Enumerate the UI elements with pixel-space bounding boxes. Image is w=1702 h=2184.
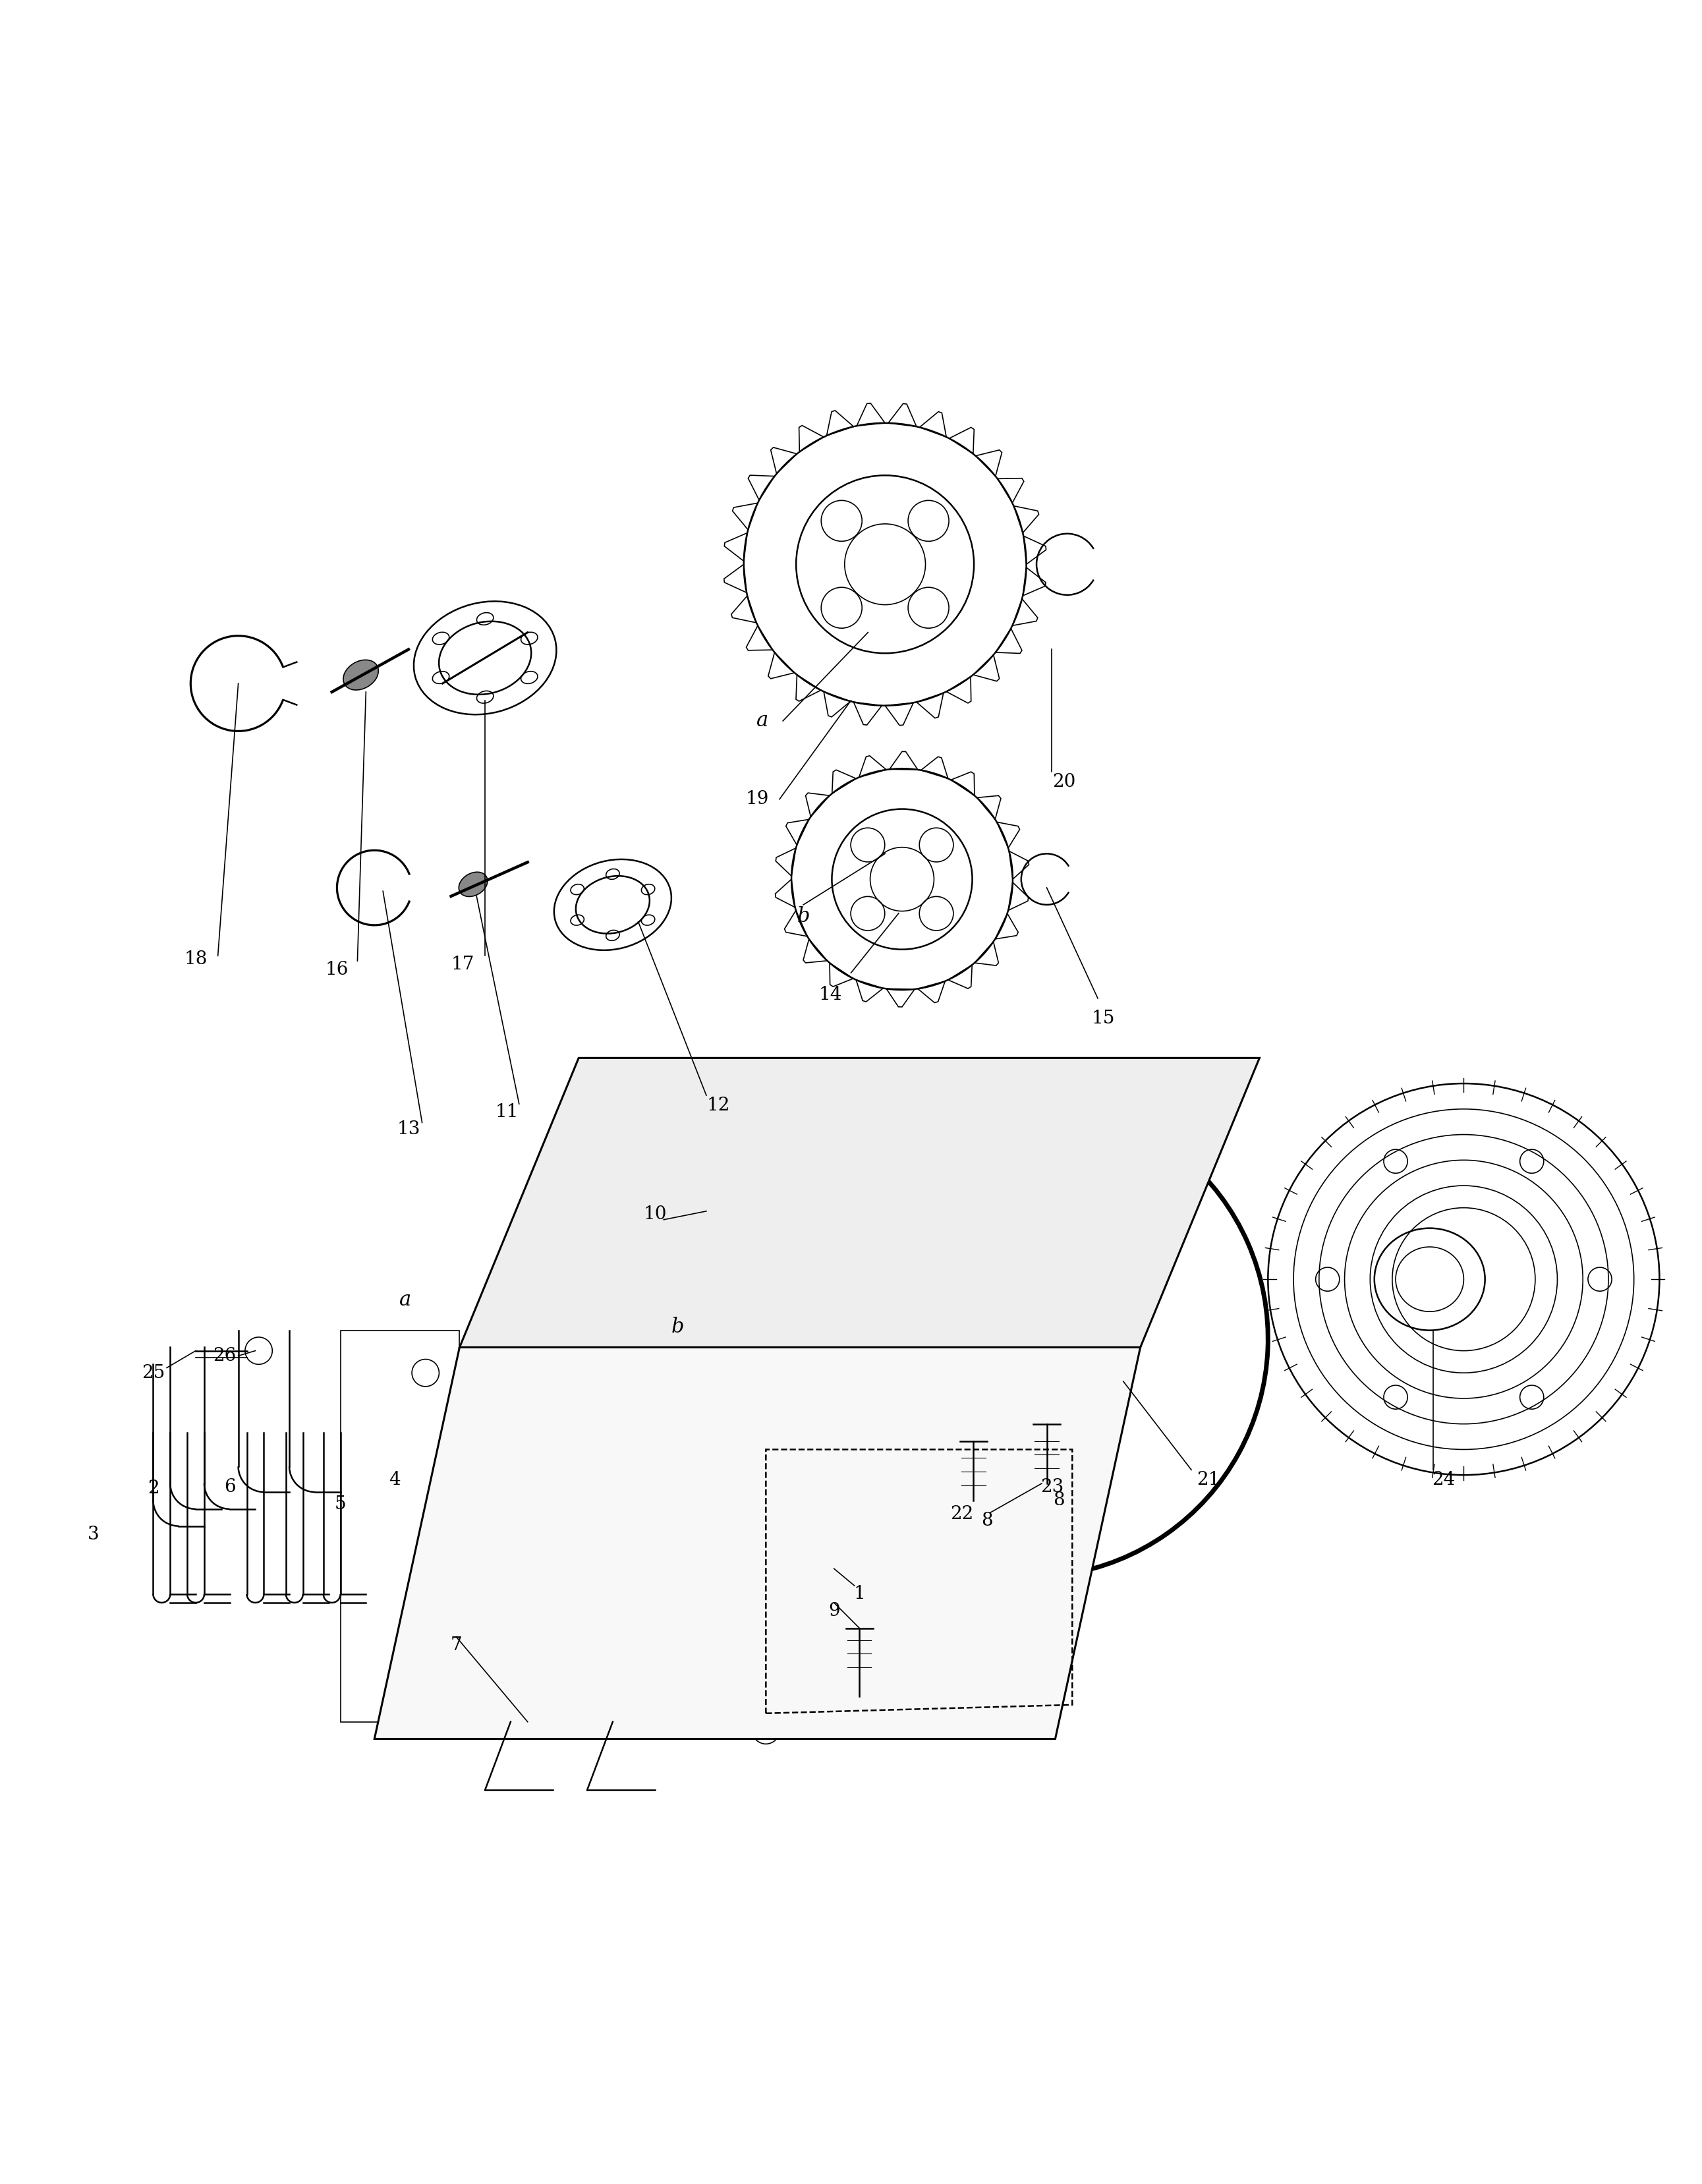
Text: 20: 20 [1052, 773, 1076, 791]
Text: 23: 23 [1040, 1479, 1064, 1496]
Ellipse shape [812, 1439, 957, 1546]
Ellipse shape [836, 1455, 934, 1529]
Text: 21: 21 [1197, 1472, 1220, 1489]
Ellipse shape [429, 1535, 540, 1621]
Ellipse shape [574, 1601, 718, 1708]
Text: 3: 3 [89, 1527, 99, 1544]
Text: 9: 9 [829, 1603, 839, 1621]
Text: 7: 7 [451, 1636, 461, 1653]
Text: 2: 2 [148, 1481, 158, 1498]
Text: 8: 8 [1054, 1492, 1064, 1509]
Text: 18: 18 [184, 950, 208, 968]
Text: 19: 19 [745, 791, 769, 808]
Text: 13: 13 [397, 1120, 420, 1138]
Text: 10: 10 [643, 1206, 667, 1223]
Ellipse shape [528, 1441, 766, 1612]
Text: 26: 26 [213, 1348, 237, 1365]
Polygon shape [460, 1057, 1259, 1348]
Ellipse shape [562, 1463, 732, 1590]
Polygon shape [374, 1348, 1140, 1738]
Text: 24: 24 [1431, 1472, 1455, 1489]
Text: 25: 25 [141, 1365, 165, 1382]
Text: 11: 11 [495, 1103, 519, 1120]
Text: a: a [398, 1289, 412, 1310]
Ellipse shape [460, 871, 487, 898]
Text: 12: 12 [706, 1096, 730, 1114]
Ellipse shape [344, 660, 378, 690]
Text: 22: 22 [950, 1505, 974, 1522]
Text: 4: 4 [390, 1472, 400, 1489]
Circle shape [676, 1182, 737, 1243]
Text: b: b [671, 1317, 684, 1337]
Text: 14: 14 [819, 985, 842, 1005]
Text: 17: 17 [451, 954, 475, 974]
Text: 16: 16 [325, 961, 349, 978]
Text: 1: 1 [854, 1586, 865, 1603]
Text: 6: 6 [225, 1479, 235, 1496]
Text: b: b [797, 906, 810, 926]
Text: 15: 15 [1091, 1009, 1115, 1029]
Text: 5: 5 [335, 1496, 346, 1514]
Text: a: a [756, 710, 769, 732]
Text: 8: 8 [982, 1511, 992, 1529]
